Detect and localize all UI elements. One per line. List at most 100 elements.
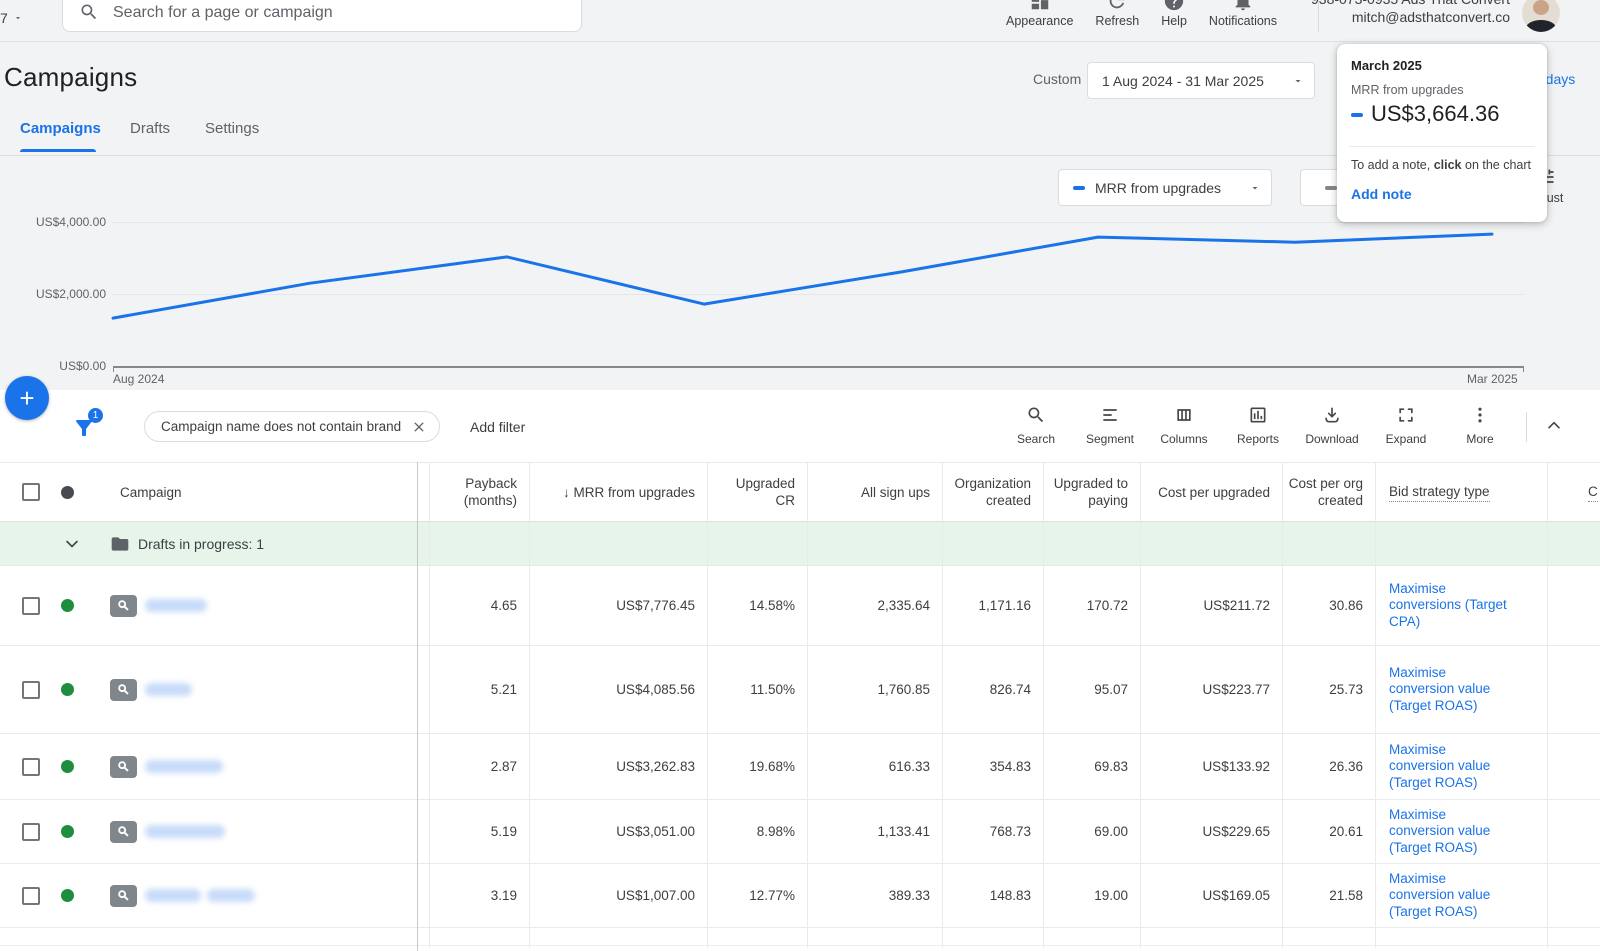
global-search-box[interactable]: [62, 0, 582, 32]
cell-org_created: 1,171.16: [942, 566, 1043, 645]
date-range-mode-label: Custom: [1033, 71, 1081, 87]
avatar[interactable]: [1522, 0, 1560, 32]
cell-upgraded_cr: 11.50%: [707, 646, 807, 733]
tool-segment[interactable]: Segment: [1073, 405, 1147, 446]
status-enabled-dot[interactable]: [61, 683, 74, 696]
column-header-label: paying: [1088, 492, 1128, 509]
column-header-upgraded_paying[interactable]: Upgraded topaying: [1043, 463, 1140, 521]
campaign-name-redacted[interactable]: [145, 683, 192, 696]
column-header-label: Cost per org: [1289, 475, 1363, 492]
date-range-picker[interactable]: 1 Aug 2024 - 31 Mar 2025: [1087, 62, 1315, 99]
drafts-group-row[interactable]: Drafts in progress: 1: [0, 522, 1600, 566]
status-enabled-dot[interactable]: [61, 889, 74, 902]
status-filter-dot[interactable]: [61, 486, 74, 499]
column-header-payback[interactable]: Payback(months): [429, 463, 529, 521]
cell-upgraded_paying: 95.07: [1043, 646, 1140, 733]
cell-extra: [1547, 800, 1600, 863]
select-all-checkbox[interactable]: [22, 483, 40, 501]
tab-settings[interactable]: Settings: [205, 120, 259, 137]
cell-extra: [1547, 734, 1600, 799]
column-header-all_signups[interactable]: All sign ups: [807, 463, 942, 521]
table-row: 5.21US$4,085.5611.50%1,760.85826.7495.07…: [0, 646, 1600, 734]
chart-tooltip: March 2025 MRR from upgrades US$3,664.36…: [1337, 44, 1547, 222]
campaign-name-redacted[interactable]: [145, 889, 201, 902]
campaign-name-redacted[interactable]: [145, 599, 207, 612]
column-header-label: Organization: [954, 475, 1031, 492]
column-header-label: Upgraded to: [1054, 475, 1128, 492]
tool-reports[interactable]: Reports: [1221, 405, 1295, 446]
tab-drafts[interactable]: Drafts: [130, 120, 170, 137]
filter-chip-label: Campaign name does not contain brand: [161, 419, 401, 434]
cell-payback: 3.19: [429, 864, 529, 927]
column-header-cost_per_org[interactable]: Cost per orgcreated: [1282, 463, 1375, 521]
tool-download[interactable]: Download: [1295, 405, 1369, 446]
account-selector-fragment[interactable]: 7: [0, 10, 23, 26]
row-checkbox[interactable]: [22, 887, 40, 905]
cell-extra: [1547, 646, 1600, 733]
bid-strategy-link[interactable]: Maximise conversion value (Target ROAS): [1389, 742, 1507, 792]
chart-metric-dropdown[interactable]: MRR from upgrades: [1058, 169, 1272, 206]
cell-all_signups: 1,133.41: [807, 800, 942, 863]
cell-upgraded_paying: 19.00: [1043, 864, 1140, 927]
add-filter-button[interactable]: Add filter: [470, 419, 525, 435]
mrr-trend-line: [113, 234, 1492, 318]
campaign-name-redacted[interactable]: [145, 825, 225, 838]
campaign-name-redacted[interactable]: [145, 760, 223, 773]
table-tools: SearchSegmentColumnsReportsDownloadExpan…: [999, 405, 1517, 446]
chevron-down-icon[interactable]: [62, 534, 82, 554]
tooltip-note-hint: To add a note, click on the chart: [1351, 158, 1531, 172]
cell-upgraded_cr: 19.68%: [707, 734, 807, 799]
tool-more[interactable]: More: [1443, 405, 1517, 446]
bid-strategy-link[interactable]: Maximise conversion value (Target ROAS): [1389, 807, 1507, 857]
table-header-row: Campaign Payback(months)↓ MRR from upgra…: [0, 462, 1600, 522]
row-checkbox[interactable]: [22, 681, 40, 699]
bid-strategy-link[interactable]: Maximise conversion value (Target ROAS): [1389, 665, 1507, 715]
filter-toolbar: 1 Campaign name does not contain brand A…: [0, 390, 1600, 462]
status-enabled-dot[interactable]: [61, 825, 74, 838]
cell-cost_per_org: 21.58: [1282, 864, 1375, 927]
group-row-cell: [1547, 522, 1600, 565]
help-button[interactable]: Help: [1150, 0, 1198, 42]
tool-expand[interactable]: Expand: [1369, 405, 1443, 446]
campaign-name-redacted[interactable]: [207, 889, 255, 902]
tool-columns[interactable]: Columns: [1147, 405, 1221, 446]
top-app-bar: 7 AppearanceRefreshHelpNotifications 938…: [0, 0, 1600, 42]
bid-strategy-link[interactable]: Maximise conversions (Target CPA): [1389, 581, 1507, 631]
column-header-mrr[interactable]: ↓ MRR from upgrades: [529, 463, 707, 521]
cell-bid_strategy: Maximise conversion value (Target ROAS): [1375, 734, 1547, 799]
appearance-button[interactable]: Appearance: [995, 0, 1084, 42]
column-header-label: CR: [776, 492, 796, 509]
column-header-bid_strategy[interactable]: Bid strategy type: [1375, 463, 1547, 521]
notifications-button[interactable]: Notifications: [1198, 0, 1288, 42]
column-header-org_created[interactable]: Organizationcreated: [942, 463, 1043, 521]
create-campaign-fab[interactable]: +: [5, 376, 49, 420]
column-header-extra[interactable]: C: [1547, 463, 1600, 521]
row-checkbox[interactable]: [22, 823, 40, 841]
cell-mrr: US$3,051.00: [529, 800, 707, 863]
row-checkbox[interactable]: [22, 758, 40, 776]
column-header-campaign[interactable]: Campaign: [120, 485, 182, 500]
close-icon[interactable]: [411, 419, 427, 435]
column-header-cost_per_upgraded[interactable]: Cost per upgraded: [1140, 463, 1282, 521]
search-campaign-icon: [110, 885, 137, 907]
cell-upgraded_paying: 69.83: [1043, 734, 1140, 799]
bid-strategy-link[interactable]: Maximise conversion value (Target ROAS): [1389, 871, 1507, 921]
row-frozen-cell: [0, 646, 429, 733]
cell-mrr: US$1,007.00: [529, 864, 707, 927]
status-enabled-dot[interactable]: [61, 599, 74, 612]
status-enabled-dot[interactable]: [61, 760, 74, 773]
cell-cost_per_org: 25.73: [1282, 646, 1375, 733]
row-checkbox[interactable]: [22, 597, 40, 615]
tab-campaigns[interactable]: Campaigns: [20, 120, 101, 137]
filter-chip[interactable]: Campaign name does not contain brand: [144, 411, 440, 442]
group-row-cell: [529, 522, 707, 565]
add-note-link[interactable]: Add note: [1351, 186, 1412, 202]
cell-cost_per_upgraded: US$133.92: [1140, 734, 1282, 799]
cell-payback: 2.87: [429, 734, 529, 799]
chevron-up-icon[interactable]: [1544, 416, 1564, 436]
group-row-cells: [429, 522, 1600, 565]
tool-search[interactable]: Search: [999, 405, 1073, 446]
refresh-button[interactable]: Refresh: [1084, 0, 1150, 42]
column-header-upgraded_cr[interactable]: UpgradedCR: [707, 463, 807, 521]
search-input[interactable]: [113, 4, 533, 22]
